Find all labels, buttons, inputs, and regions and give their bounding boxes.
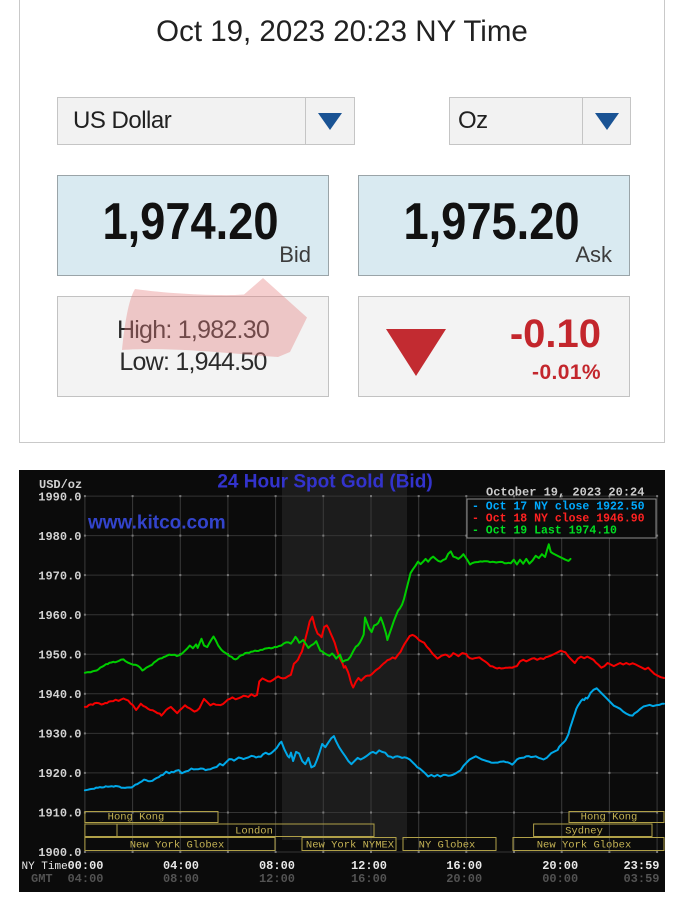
svg-text:New York Globex: New York Globex: [130, 840, 225, 852]
svg-text:GMT: GMT: [31, 872, 53, 886]
svg-text:00:00: 00:00: [542, 872, 578, 886]
svg-text:1920.0: 1920.0: [38, 767, 81, 781]
svg-text:1950.0: 1950.0: [38, 648, 81, 662]
svg-text:04:00: 04:00: [163, 859, 199, 873]
svg-text:00:00: 00:00: [67, 859, 103, 873]
svg-text:1970.0: 1970.0: [38, 569, 81, 583]
svg-text:24 Hour Spot Gold (Bid): 24 Hour Spot Gold (Bid): [217, 472, 432, 493]
svg-text:www.kitco.com: www.kitco.com: [87, 513, 226, 534]
svg-text:1910.0: 1910.0: [38, 807, 81, 821]
svg-text:12:00: 12:00: [351, 859, 387, 873]
svg-text:08:00: 08:00: [163, 872, 199, 886]
svg-text:12:00: 12:00: [259, 872, 295, 886]
svg-text:20:00: 20:00: [446, 872, 482, 886]
svg-text:NY Time: NY Time: [22, 861, 68, 873]
svg-text:USD/oz: USD/oz: [39, 478, 82, 492]
svg-text:16:00: 16:00: [446, 859, 482, 873]
svg-text:1940.0: 1940.0: [38, 688, 81, 702]
svg-text:New York Globex: New York Globex: [537, 840, 632, 852]
svg-text:NY Globex: NY Globex: [419, 840, 476, 852]
svg-text:1960.0: 1960.0: [38, 609, 81, 623]
svg-text:03:59: 03:59: [623, 872, 659, 886]
svg-text:04:00: 04:00: [67, 872, 103, 886]
svg-text:- Oct 18 NY close 1946.90: - Oct 18 NY close 1946.90: [472, 513, 645, 526]
svg-text:08:00: 08:00: [259, 859, 295, 873]
svg-text:October 19, 2023 20:24: October 19, 2023 20:24: [486, 486, 644, 500]
svg-text:London: London: [235, 826, 273, 838]
svg-text:Sydney: Sydney: [565, 826, 603, 838]
svg-text:Hong Kong: Hong Kong: [581, 812, 638, 824]
svg-text:20:00: 20:00: [542, 859, 578, 873]
svg-text:- Oct 19 Last 1974.10: - Oct 19 Last 1974.10: [472, 525, 617, 538]
svg-text:- Oct 17 NY close 1922.50: - Oct 17 NY close 1922.50: [472, 501, 645, 514]
svg-text:1990.0: 1990.0: [38, 490, 81, 504]
svg-text:Hong Kong: Hong Kong: [108, 812, 165, 824]
svg-text:New York NYMEX: New York NYMEX: [306, 840, 395, 852]
svg-text:23:59: 23:59: [623, 859, 659, 873]
svg-text:1900.0: 1900.0: [38, 846, 81, 860]
svg-text:1980.0: 1980.0: [38, 530, 81, 544]
svg-text:1930.0: 1930.0: [38, 728, 81, 742]
svg-text:16:00: 16:00: [351, 872, 387, 886]
